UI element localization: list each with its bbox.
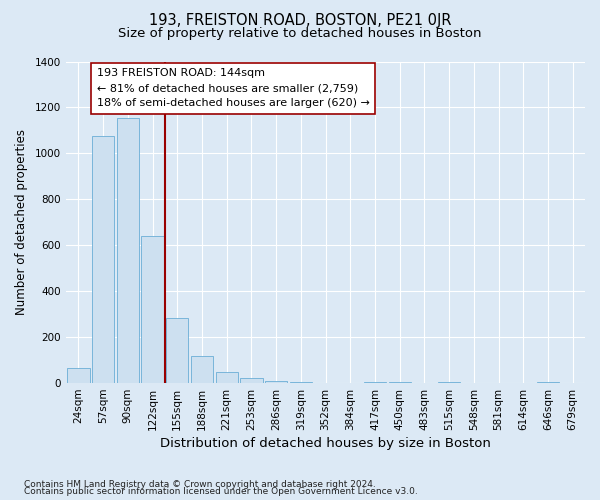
Text: Size of property relative to detached houses in Boston: Size of property relative to detached ho…: [118, 28, 482, 40]
Bar: [364, 382, 386, 383]
Y-axis label: Number of detached properties: Number of detached properties: [15, 130, 28, 316]
Bar: [240, 378, 263, 383]
Text: 193, FREISTON ROAD, BOSTON, PE21 0JR: 193, FREISTON ROAD, BOSTON, PE21 0JR: [149, 12, 451, 28]
Bar: [265, 381, 287, 383]
Text: Contains HM Land Registry data © Crown copyright and database right 2024.: Contains HM Land Registry data © Crown c…: [24, 480, 376, 489]
Text: Contains public sector information licensed under the Open Government Licence v3: Contains public sector information licen…: [24, 488, 418, 496]
Bar: [290, 382, 312, 383]
Bar: [142, 236, 164, 383]
Bar: [117, 118, 139, 383]
Bar: [67, 368, 89, 383]
X-axis label: Distribution of detached houses by size in Boston: Distribution of detached houses by size …: [160, 437, 491, 450]
Bar: [215, 372, 238, 383]
Bar: [438, 382, 460, 383]
Text: 193 FREISTON ROAD: 144sqm
← 81% of detached houses are smaller (2,759)
18% of se: 193 FREISTON ROAD: 144sqm ← 81% of detac…: [97, 68, 370, 108]
Bar: [537, 382, 559, 383]
Bar: [166, 318, 188, 383]
Bar: [389, 382, 411, 383]
Bar: [92, 136, 114, 383]
Bar: [191, 356, 213, 383]
